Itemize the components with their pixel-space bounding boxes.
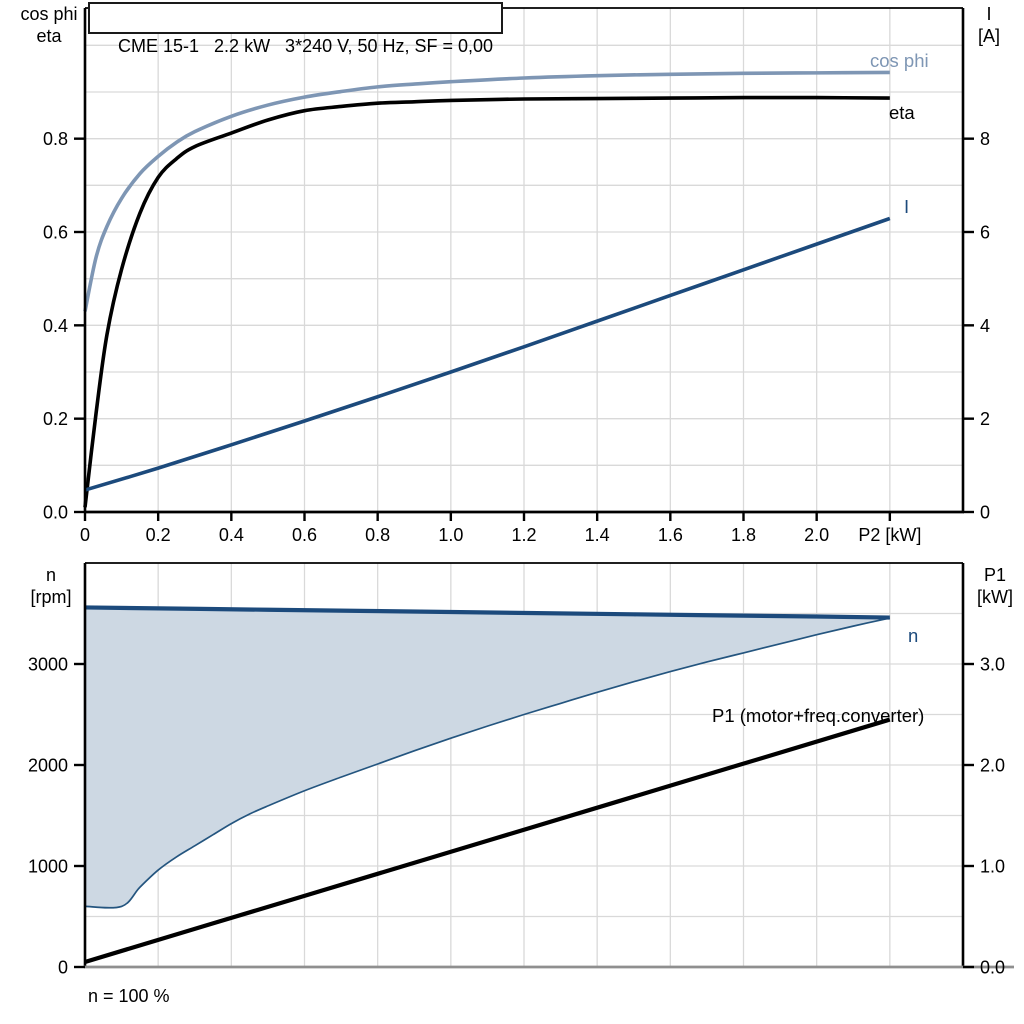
tick-label-left: 0.8 [43, 129, 68, 149]
tick-label-left: 0 [58, 958, 68, 978]
tick-label-x: 0.2 [146, 525, 171, 545]
axis-title-p1-unit: [kW] [977, 587, 1013, 607]
axis-title-speed-unit: [rpm] [30, 587, 72, 607]
speed-footnote: n = 100 % [88, 986, 170, 1006]
tick-label-right: 0.0 [980, 958, 1005, 978]
tick-label-x: 1.2 [511, 525, 536, 545]
tick-label-left: 1000 [28, 857, 68, 877]
curve-p1-motor-freq-converter [84, 717, 891, 964]
tick-label-x: 2.0 [804, 525, 829, 545]
chart-title: CME 15-1 2.2 kW 3*240 V, 50 Hz, SF = 0,0… [118, 36, 494, 56]
curve-i [84, 216, 891, 492]
tick-label-left: 0.0 [43, 503, 68, 523]
axis-title-current: I [986, 4, 992, 24]
curve-label-i: I [904, 196, 909, 217]
tick-label-x: 0.6 [292, 525, 317, 545]
curve-cos-phi [83, 70, 890, 312]
chart-title-box: CME 15-1 2.2 kW 3*240 V, 50 Hz, SF = 0,0… [88, 2, 504, 56]
tick-label-left: 0.2 [43, 409, 68, 429]
tick-label-x: 1.0 [438, 525, 463, 545]
tick-label-left: 3000 [28, 655, 68, 675]
tick-label-left: 2000 [28, 756, 68, 776]
tick-label-x: 0.4 [219, 525, 244, 545]
curve-n [84, 605, 890, 620]
curve-label-eta: eta [889, 102, 915, 123]
axis-title-p1: P1 [983, 565, 1007, 585]
tick-label-right: 3.0 [980, 655, 1005, 675]
tick-label-x: 1.8 [731, 525, 756, 545]
top-right-axis-title: I [A] [958, 3, 1020, 47]
tick-label-right: 6 [980, 223, 990, 243]
tick-label-right: 2.0 [980, 756, 1005, 776]
tick-label-right: 8 [980, 129, 990, 149]
speed-operating-band [85, 607, 890, 908]
curve-n-min [84, 617, 891, 909]
tick-label-x: 0 [80, 525, 90, 545]
tick-label-right: 1.0 [980, 857, 1005, 877]
tick-label-right: 0 [980, 503, 990, 523]
axis-title-cos-phi: cos phi [20, 4, 78, 24]
tick-label-x: 0.8 [365, 525, 390, 545]
axis-title-current-unit: [A] [977, 26, 1000, 46]
tick-label-x: 1.4 [585, 525, 610, 545]
tick-label-left: 0.4 [43, 316, 68, 336]
tick-label-right: 2 [980, 409, 990, 429]
axis-title-speed: n [45, 565, 56, 585]
tick-label-right: 4 [980, 316, 990, 336]
curve-label-cos-phi: cos phi [870, 50, 929, 71]
curve-eta [83, 95, 890, 508]
curve-label-p1-motor-freq-converter: P1 (motor+freq.converter) [712, 705, 924, 726]
bottom-left-axis-title: n [rpm] [8, 564, 94, 608]
x-axis-unit-label: P2 [kW] [858, 525, 921, 545]
axis-title-eta: eta [36, 26, 62, 46]
bottom-right-axis-title: P1 [kW] [967, 564, 1023, 608]
top-left-axis-title: cos phi eta [6, 3, 92, 47]
curve-label-n: n [908, 625, 918, 646]
tick-label-left: 0.6 [43, 223, 68, 243]
tick-label-x: 1.6 [658, 525, 683, 545]
